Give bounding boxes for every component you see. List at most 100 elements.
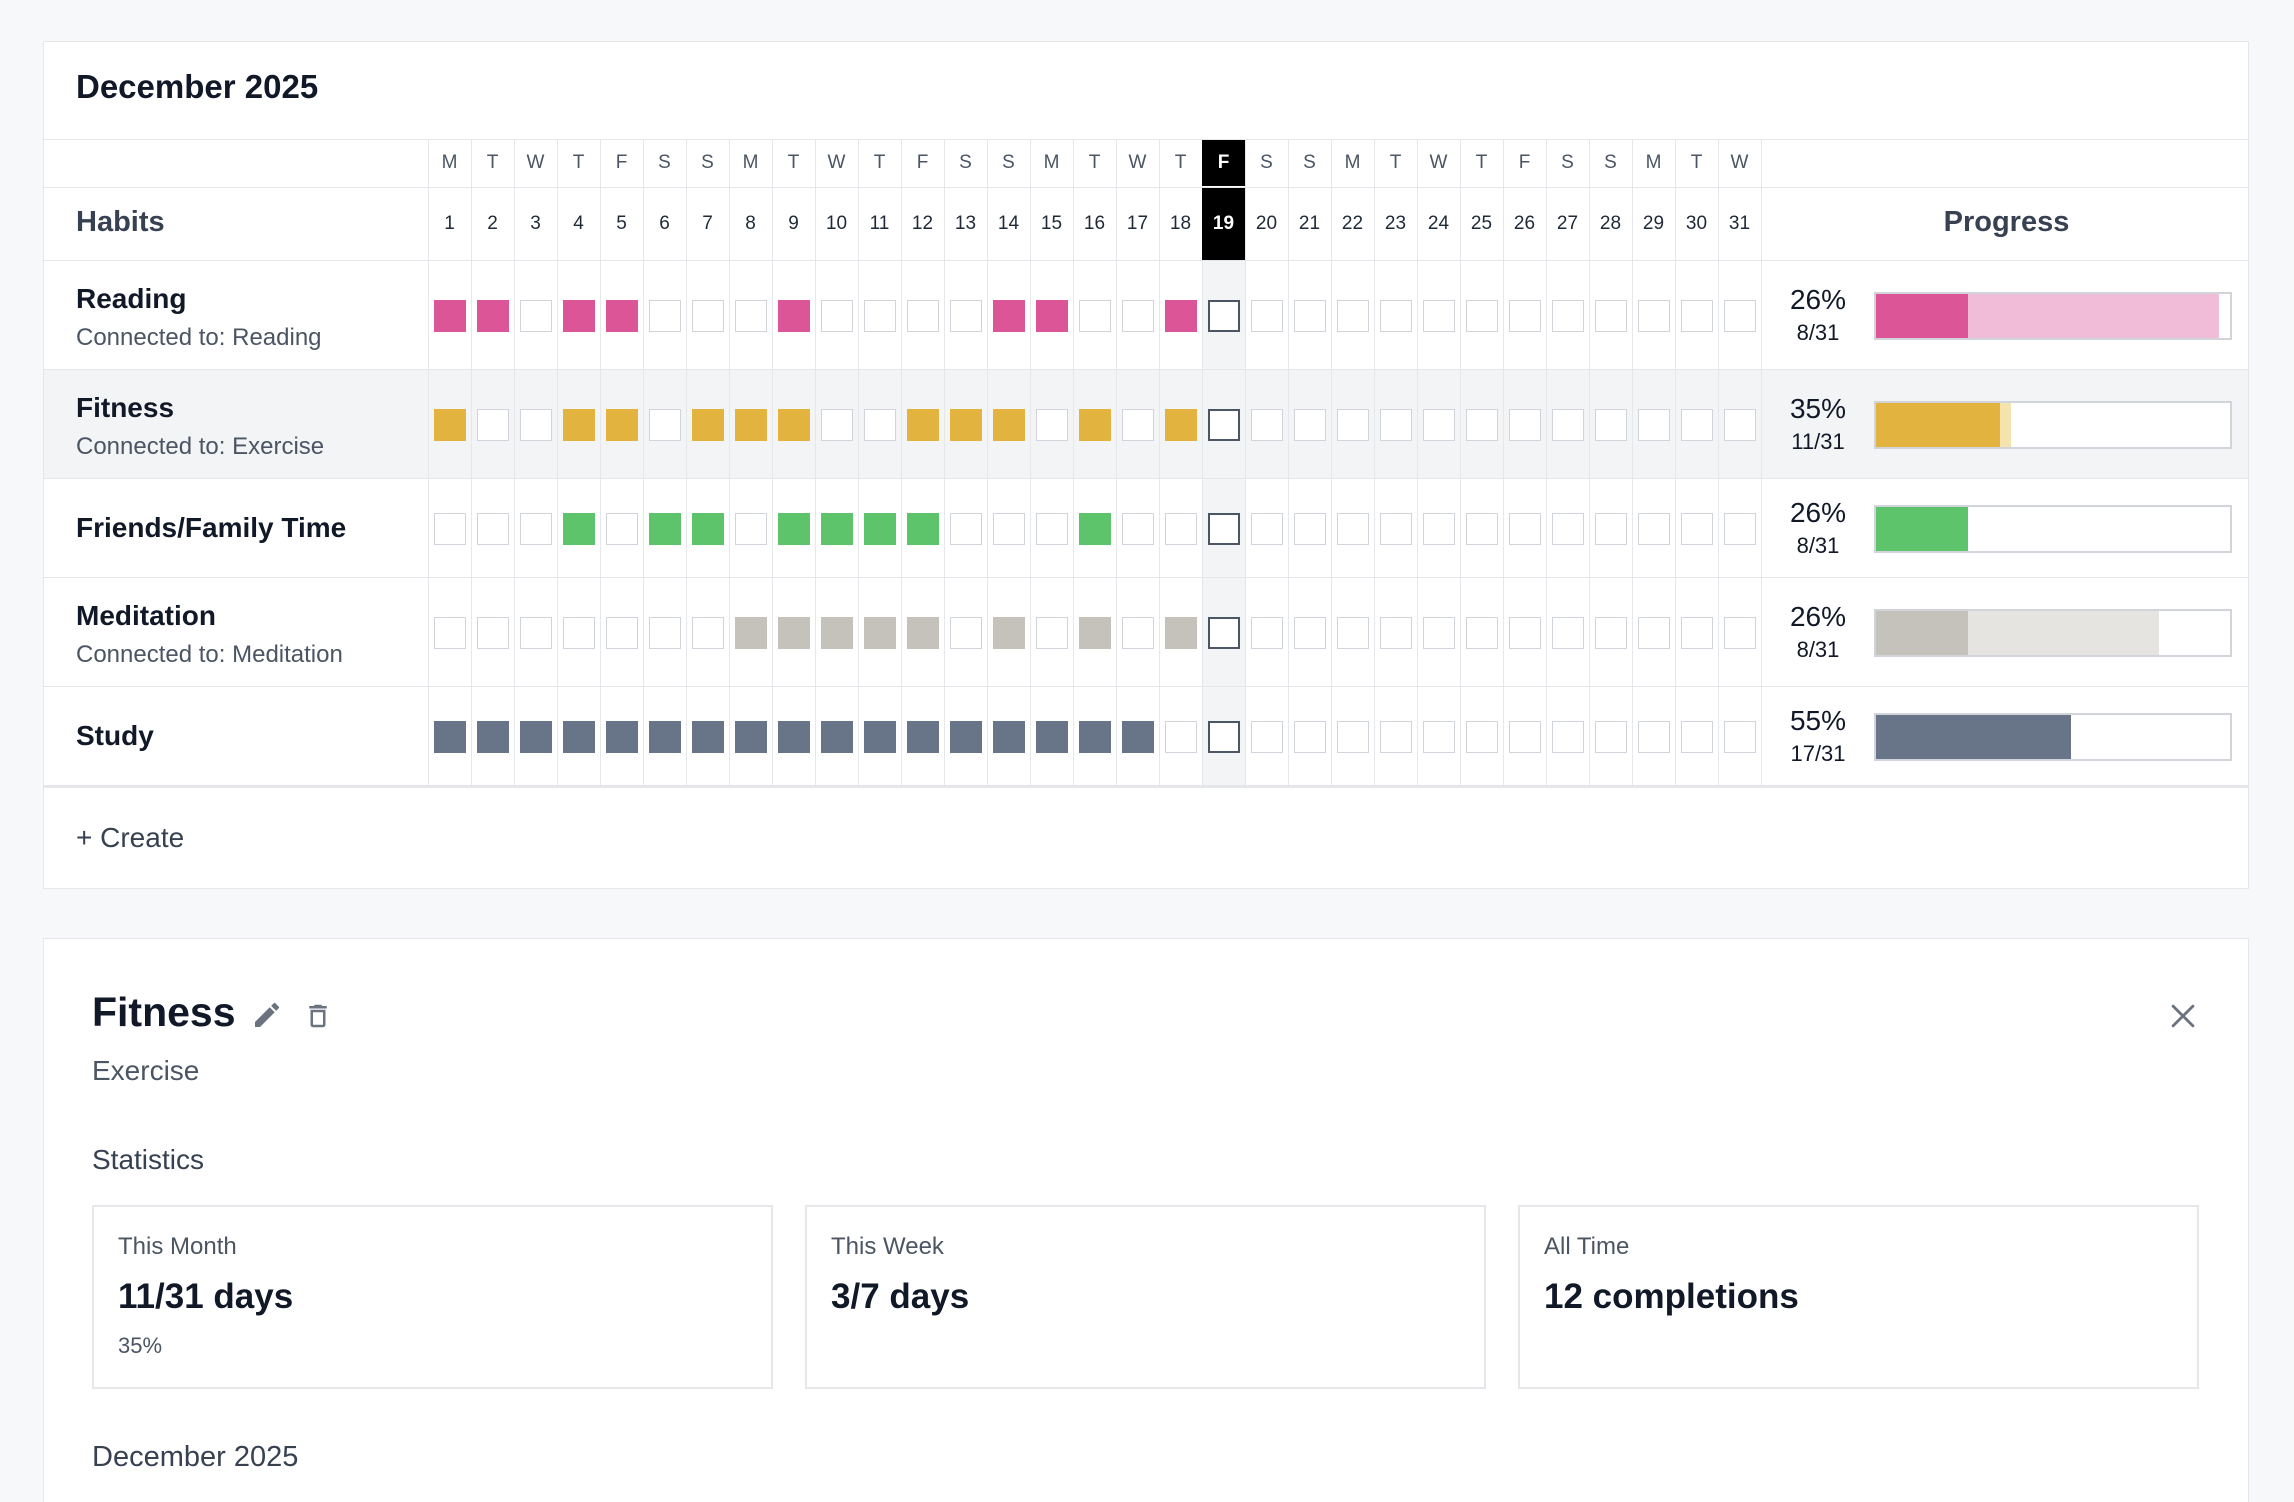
habit-day-checkbox[interactable] [476, 720, 509, 753]
habit-day-checkbox[interactable] [691, 720, 724, 753]
habit-day-checkbox[interactable] [1422, 408, 1455, 441]
habit-day-checkbox[interactable] [1723, 512, 1756, 545]
create-habit-button[interactable]: + Create [76, 822, 185, 853]
habit-day-checkbox[interactable] [1121, 512, 1154, 545]
habit-name[interactable]: Fitness [76, 392, 175, 423]
habit-day-checkbox[interactable] [519, 512, 552, 545]
habit-day-checkbox[interactable] [906, 616, 939, 649]
habit-day-checkbox[interactable] [734, 408, 767, 441]
habit-day-checkbox[interactable] [820, 408, 853, 441]
habit-day-checkbox[interactable] [1164, 720, 1197, 753]
habit-day-checkbox[interactable] [1637, 616, 1670, 649]
habit-day-checkbox[interactable] [1680, 616, 1713, 649]
habit-day-checkbox[interactable] [1594, 720, 1627, 753]
habit-day-checkbox[interactable] [648, 616, 681, 649]
habit-day-checkbox[interactable] [777, 299, 810, 332]
habit-day-checkbox[interactable] [949, 299, 982, 332]
habit-day-checkbox[interactable] [433, 408, 466, 441]
habit-day-checkbox[interactable] [605, 512, 638, 545]
habit-day-checkbox[interactable] [1594, 512, 1627, 545]
habit-day-checkbox[interactable] [1422, 299, 1455, 332]
trash-icon[interactable] [303, 1001, 333, 1031]
habit-day-checkbox[interactable] [519, 616, 552, 649]
habit-day-checkbox[interactable] [433, 720, 466, 753]
habit-day-checkbox[interactable] [1508, 512, 1541, 545]
habit-day-checkbox[interactable] [777, 720, 810, 753]
habit-day-checkbox[interactable] [992, 616, 1025, 649]
habit-day-checkbox[interactable] [1465, 299, 1498, 332]
habit-day-checkbox[interactable] [433, 512, 466, 545]
habit-day-checkbox[interactable] [476, 616, 509, 649]
habit-day-checkbox[interactable] [1336, 616, 1369, 649]
habit-day-checkbox[interactable] [863, 720, 896, 753]
habit-day-checkbox[interactable] [519, 408, 552, 441]
habit-day-checkbox[interactable] [820, 720, 853, 753]
habit-day-checkbox[interactable] [1508, 299, 1541, 332]
habit-day-checkbox[interactable] [691, 299, 724, 332]
habit-day-checkbox[interactable] [648, 512, 681, 545]
habit-day-checkbox[interactable] [476, 299, 509, 332]
habit-day-checkbox[interactable] [1207, 408, 1240, 441]
habit-day-checkbox[interactable] [519, 720, 552, 753]
habit-day-checkbox[interactable] [949, 408, 982, 441]
habit-day-checkbox[interactable] [1250, 299, 1283, 332]
habit-day-checkbox[interactable] [433, 616, 466, 649]
habit-day-checkbox[interactable] [1336, 720, 1369, 753]
habit-day-checkbox[interactable] [1379, 512, 1412, 545]
habit-day-checkbox[interactable] [1723, 408, 1756, 441]
habit-day-checkbox[interactable] [1465, 408, 1498, 441]
habit-name[interactable]: Meditation [76, 600, 216, 631]
habit-day-checkbox[interactable] [1465, 512, 1498, 545]
habit-day-checkbox[interactable] [777, 408, 810, 441]
habit-day-checkbox[interactable] [1465, 616, 1498, 649]
habit-day-checkbox[interactable] [1207, 299, 1240, 332]
habit-day-checkbox[interactable] [1250, 408, 1283, 441]
habit-day-checkbox[interactable] [1293, 408, 1326, 441]
habit-day-checkbox[interactable] [1078, 408, 1111, 441]
habit-day-checkbox[interactable] [1551, 299, 1584, 332]
habit-day-checkbox[interactable] [1078, 512, 1111, 545]
habit-day-checkbox[interactable] [1508, 408, 1541, 441]
habit-day-checkbox[interactable] [476, 408, 509, 441]
habit-day-checkbox[interactable] [1680, 408, 1713, 441]
habit-day-checkbox[interactable] [949, 720, 982, 753]
habit-day-checkbox[interactable] [1594, 299, 1627, 332]
habit-day-checkbox[interactable] [1250, 616, 1283, 649]
habit-day-checkbox[interactable] [734, 616, 767, 649]
habit-day-checkbox[interactable] [1293, 720, 1326, 753]
habit-day-checkbox[interactable] [648, 299, 681, 332]
habit-day-checkbox[interactable] [949, 512, 982, 545]
habit-day-checkbox[interactable] [1035, 408, 1068, 441]
habit-day-checkbox[interactable] [906, 299, 939, 332]
habit-day-checkbox[interactable] [1637, 720, 1670, 753]
habit-day-checkbox[interactable] [691, 616, 724, 649]
habit-day-checkbox[interactable] [1035, 720, 1068, 753]
habit-day-checkbox[interactable] [734, 720, 767, 753]
habit-day-checkbox[interactable] [605, 616, 638, 649]
habit-day-checkbox[interactable] [433, 299, 466, 332]
habit-day-checkbox[interactable] [1594, 616, 1627, 649]
habit-day-checkbox[interactable] [1121, 720, 1154, 753]
habit-day-checkbox[interactable] [992, 408, 1025, 441]
habit-day-checkbox[interactable] [949, 616, 982, 649]
habit-day-checkbox[interactable] [1508, 616, 1541, 649]
habit-day-checkbox[interactable] [1680, 299, 1713, 332]
habit-day-checkbox[interactable] [562, 299, 595, 332]
pencil-icon[interactable] [251, 999, 283, 1031]
habit-day-checkbox[interactable] [1078, 720, 1111, 753]
habit-day-checkbox[interactable] [1078, 616, 1111, 649]
habit-day-checkbox[interactable] [562, 512, 595, 545]
habit-day-checkbox[interactable] [1250, 720, 1283, 753]
habit-day-checkbox[interactable] [605, 408, 638, 441]
habit-day-checkbox[interactable] [1723, 299, 1756, 332]
habit-day-checkbox[interactable] [1207, 616, 1240, 649]
habit-day-checkbox[interactable] [1551, 408, 1584, 441]
habit-day-checkbox[interactable] [1508, 720, 1541, 753]
habit-day-checkbox[interactable] [863, 299, 896, 332]
habit-day-checkbox[interactable] [906, 408, 939, 441]
habit-day-checkbox[interactable] [863, 512, 896, 545]
habit-day-checkbox[interactable] [648, 408, 681, 441]
habit-day-checkbox[interactable] [1164, 616, 1197, 649]
habit-day-checkbox[interactable] [562, 408, 595, 441]
habit-day-checkbox[interactable] [1121, 408, 1154, 441]
